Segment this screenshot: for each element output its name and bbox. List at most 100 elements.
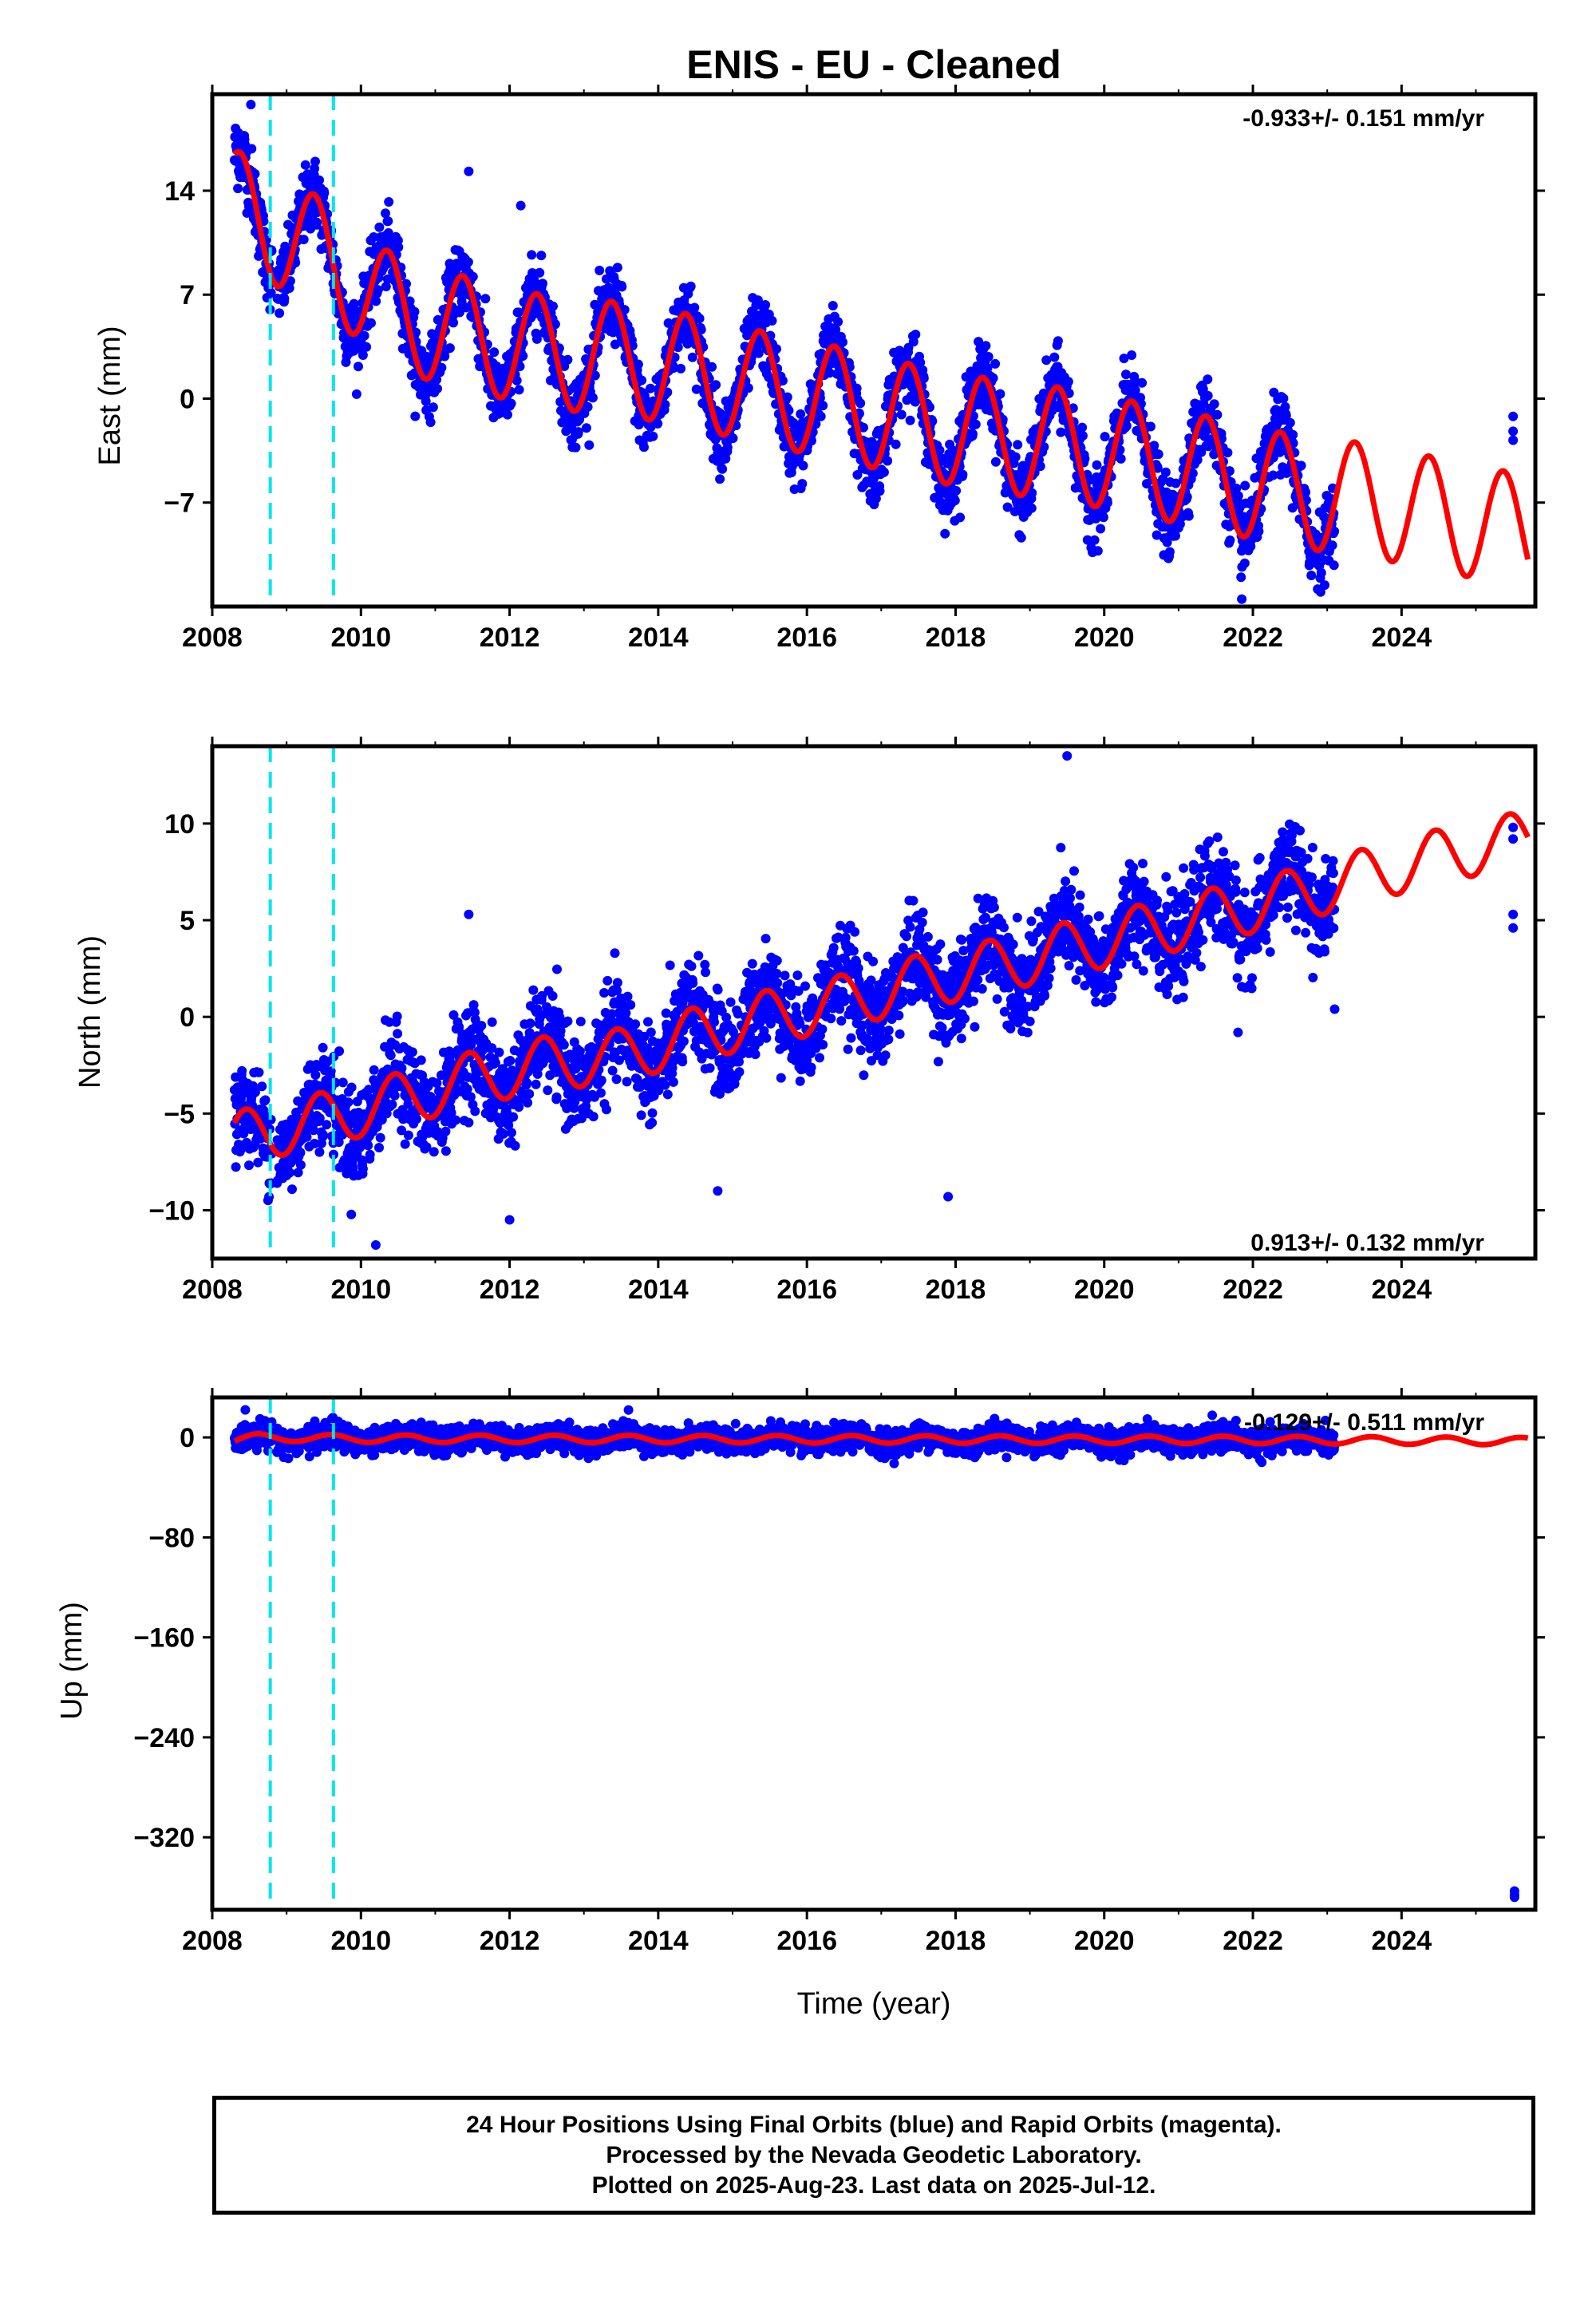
x-tick-label: 2014 — [628, 622, 689, 653]
data-point — [647, 1117, 658, 1128]
data-point — [1121, 370, 1131, 380]
data-point — [407, 1047, 417, 1057]
data-point — [421, 396, 431, 406]
data-point — [369, 1065, 379, 1075]
data-point — [322, 1120, 332, 1130]
data-point — [523, 1097, 533, 1108]
data-point — [547, 991, 558, 1001]
data-point — [1223, 448, 1233, 458]
data-point — [409, 306, 420, 317]
x-tick-label: 2018 — [926, 622, 986, 653]
data-point — [1164, 547, 1175, 557]
data-point — [514, 1102, 524, 1113]
data-point — [875, 486, 885, 496]
data-point — [1137, 377, 1148, 388]
data-point — [531, 1079, 541, 1089]
data-point — [300, 160, 310, 170]
data-point — [346, 1082, 357, 1093]
data-point — [728, 433, 738, 444]
data-point — [257, 1081, 267, 1092]
data-point — [796, 409, 806, 419]
data-point — [767, 315, 777, 326]
data-point — [891, 439, 901, 449]
data-point — [563, 1016, 573, 1026]
data-point — [231, 1162, 241, 1172]
data-point — [990, 358, 1001, 369]
scatter-series-north — [229, 751, 1519, 1250]
data-point — [244, 1160, 254, 1171]
data-point — [668, 363, 678, 373]
rate-label-north: 0.913+/- 0.132 mm/yr — [1250, 1230, 1484, 1256]
y-tick-label: 0 — [180, 384, 195, 414]
data-point — [314, 175, 324, 185]
y-axis-label-east: East (mm) — [93, 326, 127, 465]
data-point — [381, 208, 390, 219]
data-point — [686, 961, 697, 971]
data-point — [464, 1117, 474, 1128]
data-point — [968, 429, 978, 439]
data-point — [647, 1108, 658, 1118]
data-point — [1160, 467, 1171, 477]
data-point — [1092, 460, 1102, 470]
data-point — [1089, 535, 1100, 545]
data-point — [505, 1056, 516, 1065]
data-point — [797, 479, 808, 489]
data-point — [312, 217, 322, 227]
plot-area-north — [229, 746, 1531, 1259]
data-point — [440, 1126, 451, 1136]
data-point — [389, 1090, 400, 1101]
data-point — [734, 1067, 745, 1077]
y-tick-label: 14 — [164, 176, 195, 207]
data-point — [911, 330, 921, 340]
data-point — [784, 405, 794, 416]
data-point — [855, 398, 866, 409]
data-point — [1102, 498, 1112, 508]
data-point — [662, 387, 673, 397]
data-point — [1146, 421, 1156, 432]
data-point — [776, 1073, 786, 1083]
data-point — [1100, 432, 1110, 442]
data-point — [476, 1021, 487, 1031]
data-point — [508, 1112, 519, 1122]
data-point — [772, 969, 782, 978]
data-point — [1239, 558, 1250, 568]
data-point — [310, 164, 320, 174]
data-point — [831, 325, 841, 334]
data-point — [246, 100, 256, 109]
data-point — [590, 370, 600, 381]
data-point — [1096, 524, 1106, 534]
data-point — [1035, 461, 1045, 472]
data-point — [709, 1017, 719, 1027]
data-point — [701, 967, 711, 978]
data-point — [958, 469, 968, 480]
data-point — [693, 951, 704, 961]
data-point — [1098, 512, 1108, 523]
y-tick-label: 7 — [180, 280, 195, 310]
data-point — [468, 271, 478, 282]
data-point — [429, 1147, 439, 1157]
data-point — [1153, 449, 1163, 460]
data-point — [951, 485, 962, 496]
data-point — [1508, 426, 1519, 437]
data-point — [494, 1047, 504, 1057]
data-point — [760, 300, 771, 310]
data-point — [358, 350, 368, 360]
data-point — [678, 1057, 688, 1067]
data-point — [602, 975, 613, 986]
data-point — [506, 398, 516, 409]
data-point — [359, 330, 369, 341]
data-point — [1285, 417, 1295, 428]
data-point — [233, 184, 243, 194]
data-point — [583, 401, 593, 412]
data-point — [524, 1089, 535, 1099]
data-point — [622, 1077, 632, 1087]
data-point — [318, 1042, 328, 1053]
data-point — [925, 402, 934, 413]
data-point — [637, 375, 647, 385]
data-point — [1041, 355, 1052, 366]
data-point — [619, 305, 630, 315]
data-point — [676, 363, 686, 373]
data-point — [498, 1128, 508, 1139]
data-point — [685, 281, 696, 291]
data-point — [694, 314, 705, 324]
